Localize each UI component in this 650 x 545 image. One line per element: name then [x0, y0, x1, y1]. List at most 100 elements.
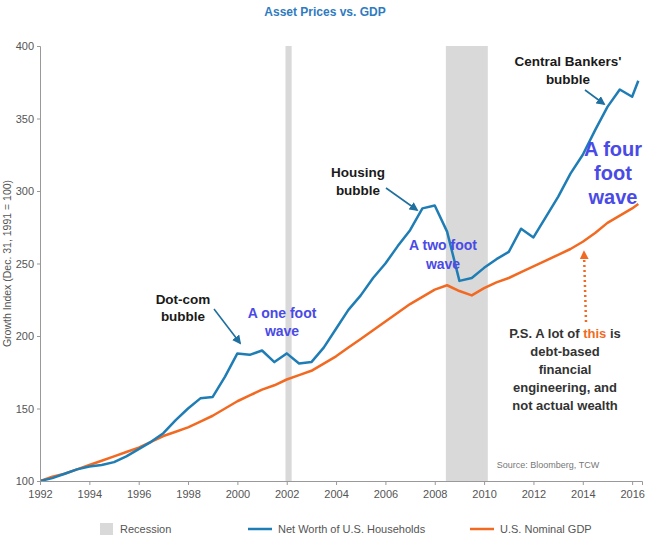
- y-axis-line: [37, 47, 41, 482]
- series-line: [40, 204, 638, 481]
- recession-band: [285, 46, 291, 481]
- annotation: Central Bankers': [515, 54, 622, 69]
- x-tick-label: 2006: [374, 488, 398, 500]
- annotation: debt-based: [530, 344, 599, 359]
- y-tick-group: 350: [16, 113, 40, 125]
- y-tick-group: 400: [16, 40, 40, 52]
- x-tick-label: 2000: [226, 488, 250, 500]
- annotation-arrow: [585, 90, 604, 104]
- x-tick: [188, 481, 189, 485]
- series-line: [40, 81, 638, 481]
- y-tick: [37, 481, 40, 482]
- x-tick: [533, 481, 534, 485]
- source-note: Source: Bloomberg, TCW: [497, 460, 600, 470]
- chart-svg: 1992 1994 1996 1998 2000 2002 2004 2006 2008 2010…: [0, 0, 650, 545]
- x-tick: [385, 481, 386, 485]
- y-tick-group: 300: [16, 185, 40, 197]
- legend-swatch: [248, 528, 272, 531]
- x-tick: [484, 481, 485, 485]
- annotation: bubble: [336, 183, 381, 198]
- y-tick-label: 100: [16, 475, 34, 487]
- x-tick-group: 2006: [374, 481, 398, 500]
- annotation: financial: [539, 362, 592, 377]
- y-tick-label: 350: [16, 113, 34, 125]
- x-tick-label: 2002: [275, 488, 299, 500]
- y-tick-label: 150: [16, 403, 34, 415]
- x-tick-label: 2014: [571, 488, 595, 500]
- x-tick-group: 2008: [423, 481, 447, 500]
- x-tick-group: 2002: [275, 481, 299, 500]
- annotation: A two foot: [409, 237, 477, 253]
- annotation: bubble: [161, 309, 206, 324]
- legend-label: Recession: [120, 523, 171, 535]
- y-tick: [37, 336, 40, 337]
- x-tick-label: 2016: [620, 488, 644, 500]
- y-tick-group: 250: [16, 258, 40, 270]
- annotation: Dot-com: [156, 292, 211, 307]
- y-tick-label: 300: [16, 185, 34, 197]
- x-axis-line: [41, 482, 643, 486]
- annotation: bubble: [546, 72, 591, 87]
- legend-swatch: [100, 523, 113, 535]
- plot-area: [40, 46, 638, 481]
- x-tick: [89, 481, 90, 485]
- x-tick-label: 1996: [127, 488, 151, 500]
- x-tick: [237, 481, 238, 485]
- y-tick-group: 150: [16, 403, 40, 415]
- x-tick-group: 2016: [620, 481, 644, 500]
- annotation: A one foot: [248, 305, 317, 321]
- x-tick-label: 1994: [78, 488, 102, 500]
- chart-container: 1992 1994 1996 1998 2000 2002 2004 2006 2008 2010…: [0, 0, 650, 545]
- x-tick-label: 2004: [324, 488, 348, 500]
- annotation: P.S. A lot of this is: [509, 326, 621, 341]
- y-tick-group: 200: [16, 330, 40, 342]
- annotation-segment: P.S. A lot of: [509, 326, 583, 341]
- x-tick-label: 1992: [28, 488, 52, 500]
- annotation-arrow: [386, 188, 417, 210]
- annotation: wave: [588, 186, 638, 208]
- x-tick-group: 1998: [176, 481, 200, 500]
- y-tick: [37, 46, 40, 47]
- x-tick-label: 2012: [522, 488, 546, 500]
- x-tick-label: 1998: [176, 488, 200, 500]
- y-tick: [37, 264, 40, 265]
- y-tick: [37, 409, 40, 410]
- y-axis-title: Growth Index (Dec. 31, 1991 = 100): [1, 180, 13, 347]
- annotation: Housing: [331, 165, 385, 180]
- x-tick-group: 2010: [472, 481, 496, 500]
- annotation-segment: is: [606, 326, 620, 341]
- x-axis: 1992 1994 1996 1998 2000 2002 2004 2006 2008 2010…: [28, 481, 645, 500]
- x-tick-label: 2010: [472, 488, 496, 500]
- x-tick: [632, 481, 633, 485]
- annotation-arrow: [214, 309, 240, 343]
- y-tick: [37, 191, 40, 192]
- x-tick-group: 2014: [571, 481, 595, 500]
- chart-title: Asset Prices vs. GDP: [264, 5, 385, 19]
- y-tick-group: 100: [16, 475, 40, 487]
- annotation: engineering, and: [513, 380, 617, 395]
- annotation: wave: [425, 256, 460, 272]
- x-tick-group: 1994: [78, 481, 102, 500]
- annotation-arrow: [584, 252, 586, 322]
- legend: Recession Net Worth of U.S. Households U.S…: [100, 523, 592, 535]
- x-tick-group: 1996: [127, 481, 151, 500]
- y-tick-label: 400: [16, 40, 34, 52]
- y-tick-label: 200: [16, 330, 34, 342]
- x-tick: [287, 481, 288, 485]
- y-axis: 100 150 200 250 300 350 400: [16, 40, 41, 487]
- x-tick: [435, 481, 436, 485]
- annotation-segment: this: [583, 326, 606, 341]
- legend-label: Net Worth of U.S. Households: [278, 523, 426, 535]
- y-tick: [37, 119, 40, 120]
- annotation: A four: [584, 138, 642, 160]
- x-tick-group: 2004: [324, 481, 348, 500]
- x-tick: [139, 481, 140, 485]
- x-tick-group: 2000: [226, 481, 250, 500]
- x-tick: [583, 481, 584, 485]
- annotation: not actual wealth: [512, 398, 618, 413]
- legend-label: U.S. Nominal GDP: [500, 523, 592, 535]
- x-tick-label: 2008: [423, 488, 447, 500]
- legend-swatch: [470, 528, 494, 531]
- y-tick-label: 250: [16, 258, 34, 270]
- annotations: Dot-com bubble Housing bubble Central Banker…: [156, 54, 643, 413]
